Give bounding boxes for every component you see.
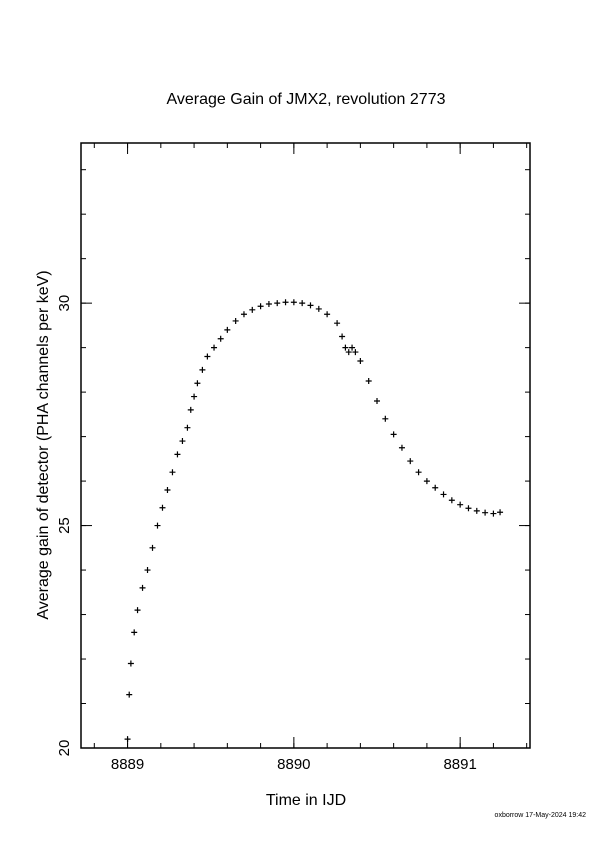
data-point <box>415 469 422 476</box>
data-point <box>174 451 181 458</box>
data-point <box>184 424 191 431</box>
data-point <box>126 691 133 698</box>
data-point <box>199 366 206 373</box>
data-point <box>352 349 359 356</box>
footer-timestamp: oxborrow 17-May-2024 19:42 <box>495 812 587 819</box>
data-point <box>194 380 201 387</box>
tick-labels: 8889 8890 8891 20 25 30 <box>56 295 477 773</box>
data-point <box>423 478 430 485</box>
data-point <box>154 522 161 529</box>
data-point <box>457 501 464 508</box>
data-point <box>211 344 218 351</box>
x-tick-label: 8889 <box>111 756 144 773</box>
data-point <box>357 357 364 364</box>
data-point <box>124 736 131 743</box>
data-point <box>217 335 224 342</box>
data-point <box>382 415 389 422</box>
data-point <box>232 317 239 324</box>
data-point <box>407 458 414 465</box>
data-point <box>240 311 247 318</box>
data-point <box>204 353 211 360</box>
plot-frame <box>80 142 531 749</box>
minor-ticks <box>81 143 530 749</box>
y-axis-label: Average gain of detector (PHA channels p… <box>35 270 52 619</box>
data-point <box>139 584 146 591</box>
data-point <box>127 660 134 667</box>
data-point <box>345 349 352 356</box>
data-point <box>374 398 381 405</box>
data-point <box>249 306 256 313</box>
data-point <box>224 326 231 333</box>
data-point <box>169 469 176 476</box>
data-point <box>398 444 405 451</box>
data-point <box>282 299 289 306</box>
y-tick-label: 20 <box>56 740 73 757</box>
data-point <box>134 607 141 614</box>
data-point <box>299 300 306 307</box>
data-point <box>164 486 171 493</box>
data-point <box>265 301 272 308</box>
data-point <box>342 344 349 351</box>
data-point <box>274 300 281 307</box>
data-point <box>179 438 186 445</box>
data-point <box>149 544 156 551</box>
data-point <box>257 303 264 310</box>
data-point <box>324 311 331 318</box>
data-point <box>334 320 341 327</box>
data-point <box>349 344 356 351</box>
data-point <box>159 504 166 511</box>
x-tick-label: 8890 <box>277 756 310 773</box>
chart-title: Average Gain of JMX2, revolution 2773 <box>167 91 446 108</box>
data-point <box>448 497 455 504</box>
data-point <box>473 507 480 514</box>
data-point <box>339 333 346 340</box>
data-point <box>465 505 472 512</box>
data-point <box>365 377 372 384</box>
x-tick-label: 8891 <box>443 756 476 773</box>
data-point <box>432 484 439 491</box>
data-point <box>440 491 447 498</box>
data-point <box>131 629 138 636</box>
y-tick-label: 25 <box>56 517 73 534</box>
data-point <box>390 431 397 438</box>
x-axis-label: Time in IJD <box>266 792 346 809</box>
data-point <box>290 299 297 306</box>
major-ticks <box>81 143 530 749</box>
data-point <box>307 302 314 309</box>
data-point <box>315 305 322 312</box>
data-point <box>144 567 151 574</box>
data-point <box>490 510 497 517</box>
data-points <box>124 299 504 743</box>
data-point <box>482 509 489 516</box>
data-point <box>191 393 198 400</box>
y-tick-label: 30 <box>56 295 73 312</box>
data-point <box>497 509 504 516</box>
data-point <box>187 406 194 413</box>
